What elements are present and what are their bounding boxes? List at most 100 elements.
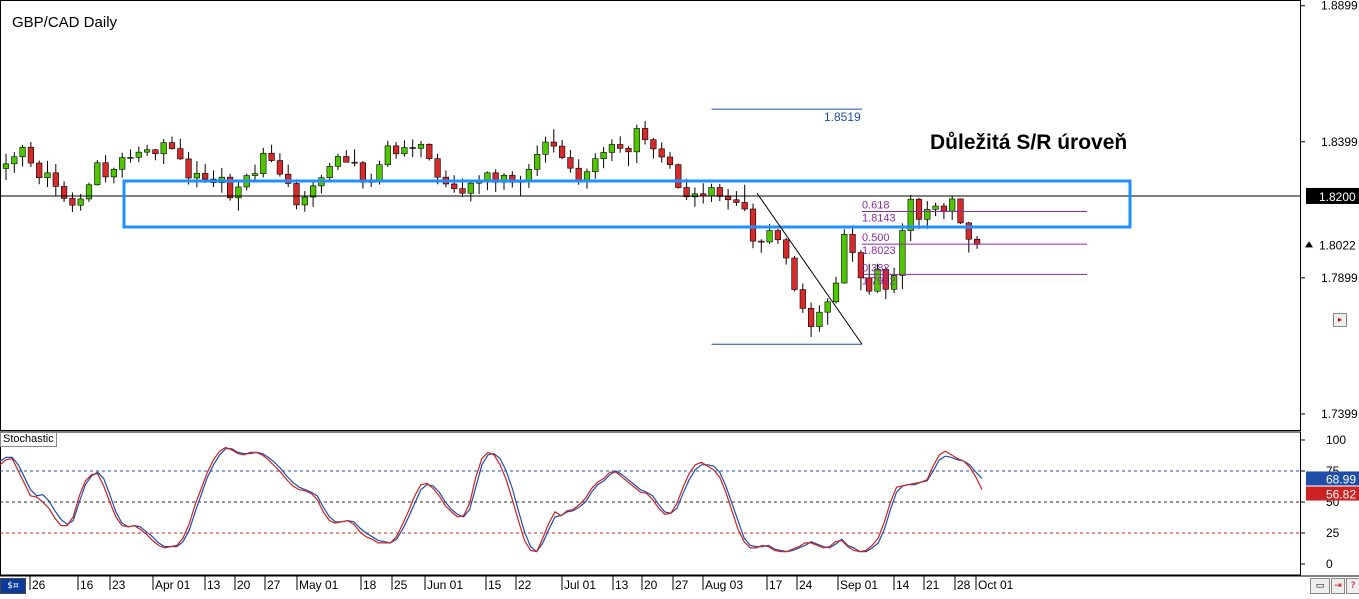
time-tick-label: 17 xyxy=(769,578,783,592)
sr-price-badge xyxy=(1306,187,1359,204)
stochastic-value-text: 56.82 xyxy=(1326,488,1356,502)
stochastic-pane-frame xyxy=(0,431,1301,576)
candle-body xyxy=(542,141,549,155)
candle xyxy=(973,235,981,249)
time-tick-label: Jul 01 xyxy=(564,578,596,592)
scroll-end-icon[interactable]: ⇥ xyxy=(1331,578,1345,594)
candle-body xyxy=(973,238,981,245)
candle-body xyxy=(650,139,657,150)
fib-price-label: 1.8143 xyxy=(862,212,896,224)
candle xyxy=(44,160,51,187)
candle-body xyxy=(193,173,201,179)
candle-body xyxy=(2,163,10,169)
candle-body xyxy=(285,173,292,184)
time-tick-label: Oct 01 xyxy=(978,578,1014,592)
stochastic-signal-line xyxy=(0,446,983,553)
candle xyxy=(2,153,10,181)
candle xyxy=(127,149,134,163)
time-tick-label: 20 xyxy=(644,578,658,592)
stochastic-value-text: 68.99 xyxy=(1326,472,1356,486)
candle-body xyxy=(550,141,557,147)
candle xyxy=(758,239,765,253)
scroll-right-icon[interactable]: ▸ xyxy=(1333,313,1347,327)
candle-body xyxy=(434,158,441,178)
candle xyxy=(633,124,640,164)
scroll-toggle-icon[interactable]: ▭ xyxy=(1310,578,1330,594)
candle xyxy=(799,283,806,313)
candle-body xyxy=(932,205,939,210)
candle-body xyxy=(451,183,458,189)
candle-body xyxy=(160,142,167,155)
price-tick-label: 1.7899 xyxy=(1321,271,1358,285)
candle xyxy=(907,194,914,242)
candle-body xyxy=(102,162,109,178)
candle xyxy=(783,237,790,265)
candle-body xyxy=(600,152,607,159)
fib-price-label: 1.7912 xyxy=(862,275,896,287)
candle-body xyxy=(69,198,76,206)
time-tick-label: 21 xyxy=(926,578,940,592)
candle-body xyxy=(525,168,532,181)
candle xyxy=(177,138,184,160)
candle-body xyxy=(110,168,117,178)
candle-body xyxy=(309,185,317,198)
candle-body xyxy=(235,186,242,199)
candle xyxy=(334,153,342,171)
candle-body xyxy=(168,142,176,149)
currency-icon[interactable]: $¤ xyxy=(0,578,26,594)
candle-body xyxy=(359,162,367,183)
candle-body xyxy=(592,158,599,173)
candle xyxy=(451,175,458,193)
time-tick-label: 25 xyxy=(394,578,408,592)
candle-body xyxy=(127,157,134,159)
candle xyxy=(542,136,549,163)
candle xyxy=(675,163,682,189)
candle-body xyxy=(691,193,698,198)
candle-body xyxy=(227,176,234,199)
candle xyxy=(890,267,898,294)
candle-body xyxy=(301,196,308,206)
candle-body xyxy=(866,277,873,292)
candle-body xyxy=(783,239,790,259)
candle xyxy=(119,152,126,178)
candle xyxy=(152,148,159,161)
stochastic-value-badge xyxy=(1306,486,1359,501)
candle-body xyxy=(293,183,300,206)
candle-body xyxy=(392,145,400,155)
candle xyxy=(658,142,665,163)
candle xyxy=(85,182,93,202)
candle xyxy=(193,161,201,188)
time-tick-label: 27 xyxy=(675,578,689,592)
price-tick-label: 1.8399 xyxy=(1321,135,1358,149)
candle-body xyxy=(119,157,126,170)
time-tick-label: 28 xyxy=(957,578,971,592)
candle xyxy=(583,168,591,189)
candle-body xyxy=(44,172,51,179)
candle xyxy=(144,144,151,156)
candle xyxy=(932,202,939,217)
candle xyxy=(467,180,474,202)
candle xyxy=(733,191,740,206)
candle xyxy=(210,170,217,187)
help-icon[interactable]: ? xyxy=(1346,578,1359,594)
price-tick-label: 1.8899 xyxy=(1321,0,1358,13)
fib-ratio-label: 0.500 xyxy=(862,232,890,244)
candle xyxy=(235,182,242,211)
candle-body xyxy=(467,182,474,194)
candle xyxy=(417,140,425,158)
time-tick-label: 18 xyxy=(363,578,377,592)
candle xyxy=(857,250,864,291)
candle-body xyxy=(749,208,757,242)
candle-body xyxy=(666,156,674,165)
candle xyxy=(260,147,267,178)
candle-body xyxy=(907,198,914,231)
candle-body xyxy=(824,301,831,313)
swing-high-label: 1.8519 xyxy=(824,110,861,124)
candle xyxy=(949,195,956,220)
time-tick-label: Aug 03 xyxy=(705,578,743,592)
time-tick-label: 16 xyxy=(80,578,94,592)
candle xyxy=(617,136,624,153)
candle xyxy=(741,184,748,212)
candle xyxy=(807,302,815,337)
